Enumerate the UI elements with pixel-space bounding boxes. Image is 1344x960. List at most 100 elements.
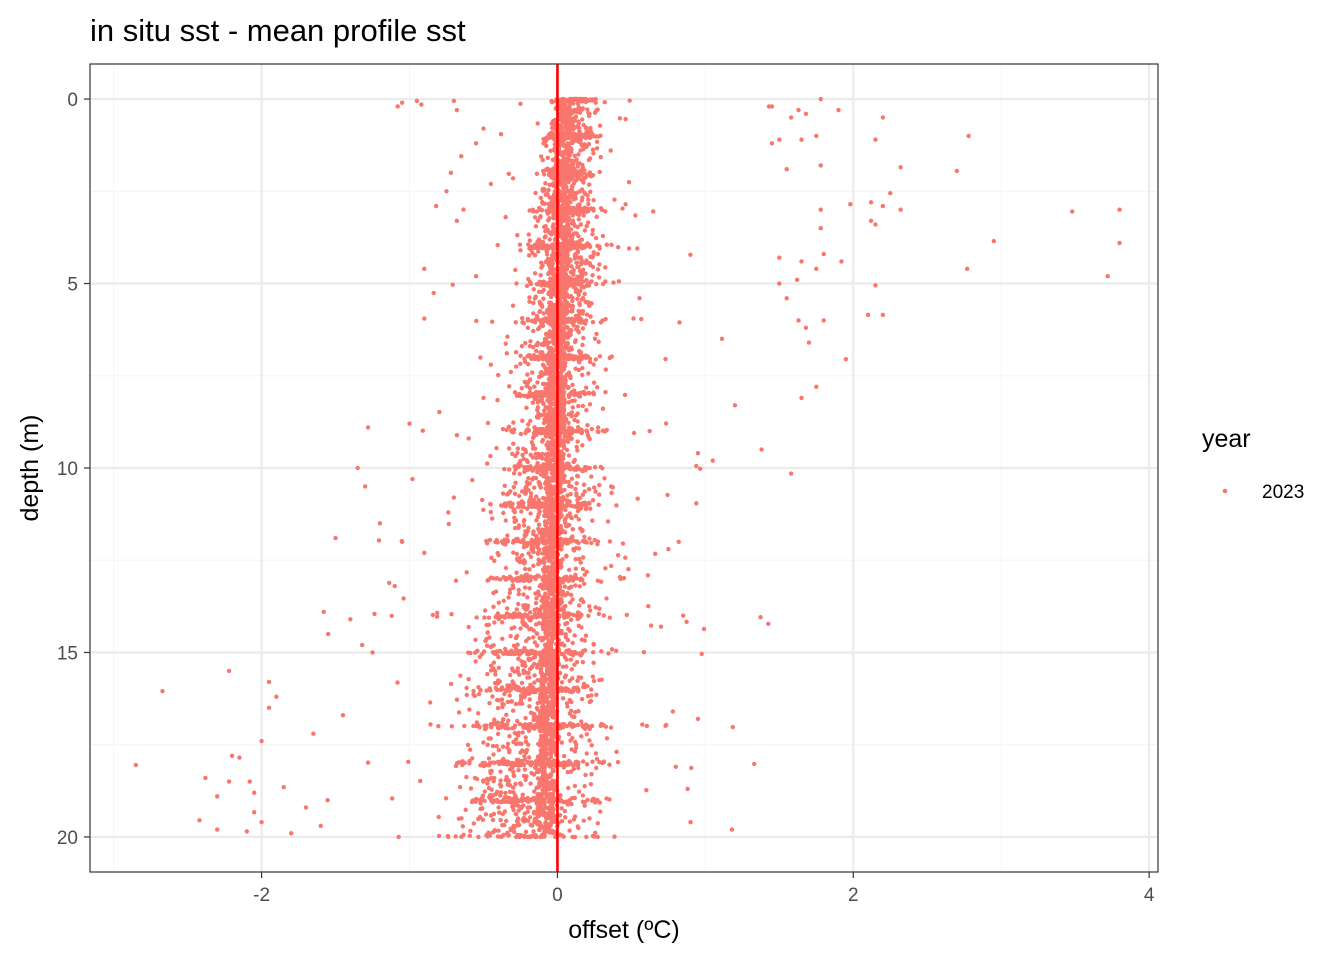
data-point <box>542 224 547 230</box>
data-point <box>701 626 707 632</box>
data-point <box>602 100 607 105</box>
data-point <box>569 264 574 269</box>
data-point <box>434 614 440 619</box>
data-point <box>587 465 592 471</box>
data-point <box>575 296 580 302</box>
data-point <box>584 751 589 756</box>
data-point <box>559 680 565 685</box>
data-point <box>566 436 571 441</box>
data-point <box>376 538 382 543</box>
data-point <box>580 660 586 665</box>
data-point <box>492 620 497 625</box>
data-point <box>568 657 574 662</box>
data-point <box>573 710 578 715</box>
data-point <box>418 778 423 784</box>
data-point <box>603 390 608 395</box>
data-point <box>593 830 598 835</box>
data-point <box>436 724 441 729</box>
data-point <box>572 256 578 261</box>
data-point <box>591 678 597 684</box>
data-point <box>580 326 586 331</box>
data-point <box>582 228 588 233</box>
data-point <box>569 801 574 807</box>
data-point <box>570 184 575 190</box>
data-point <box>532 640 538 645</box>
data-point <box>600 281 606 287</box>
data-point <box>626 567 631 572</box>
data-point <box>582 190 587 195</box>
data-point <box>507 693 512 698</box>
data-point <box>497 648 502 654</box>
data-point <box>510 679 515 684</box>
data-point <box>539 289 545 294</box>
data-point <box>637 296 642 301</box>
data-point <box>495 397 500 403</box>
data-point <box>565 238 571 244</box>
data-point <box>525 384 530 389</box>
data-point <box>372 611 377 617</box>
data-point <box>500 701 505 707</box>
data-point <box>535 551 541 556</box>
data-point <box>523 585 528 590</box>
data-point <box>540 451 545 457</box>
data-point <box>587 303 592 308</box>
data-point <box>699 651 704 657</box>
data-point <box>604 242 609 247</box>
data-point <box>527 815 533 820</box>
data-point <box>575 439 580 444</box>
data-point <box>597 606 602 611</box>
data-point <box>532 575 538 580</box>
data-point <box>601 613 607 618</box>
data-point <box>474 318 479 324</box>
data-point <box>533 622 539 627</box>
data-point <box>526 525 531 531</box>
data-point <box>480 817 486 822</box>
data-point <box>325 798 330 803</box>
data-point <box>485 630 490 635</box>
data-point <box>576 546 582 551</box>
data-point <box>591 380 597 385</box>
data-point <box>575 212 580 217</box>
data-point <box>597 492 602 497</box>
data-point <box>579 271 585 276</box>
data-point <box>481 507 486 512</box>
data-point <box>646 604 651 609</box>
data-point <box>536 522 542 527</box>
data-point <box>500 426 506 432</box>
data-point <box>698 466 703 471</box>
data-point <box>576 403 581 409</box>
data-point <box>563 604 568 609</box>
data-point <box>540 245 545 251</box>
data-point <box>575 824 580 829</box>
data-point <box>618 576 623 582</box>
data-point <box>518 698 524 704</box>
data-point <box>514 570 519 575</box>
data-point <box>527 567 532 572</box>
data-point <box>568 574 573 579</box>
data-point <box>594 146 600 151</box>
data-point <box>492 775 497 781</box>
data-point <box>527 295 532 300</box>
data-point <box>573 486 578 492</box>
data-point <box>526 276 531 282</box>
data-point <box>635 496 640 501</box>
data-point <box>528 761 533 767</box>
data-point <box>515 233 520 238</box>
data-point <box>663 356 668 362</box>
data-point <box>574 231 579 236</box>
data-point <box>544 244 550 249</box>
data-point <box>507 467 512 472</box>
data-point <box>526 242 531 247</box>
data-point <box>591 796 597 802</box>
data-point <box>585 423 590 428</box>
data-point <box>593 489 598 494</box>
data-point <box>566 785 571 791</box>
data-point <box>591 208 596 213</box>
data-point <box>577 603 582 608</box>
data-point <box>581 681 587 687</box>
data-point <box>387 580 392 586</box>
data-point <box>586 201 591 207</box>
data-point <box>516 464 521 470</box>
data-point <box>519 574 524 579</box>
data-point <box>496 552 501 558</box>
